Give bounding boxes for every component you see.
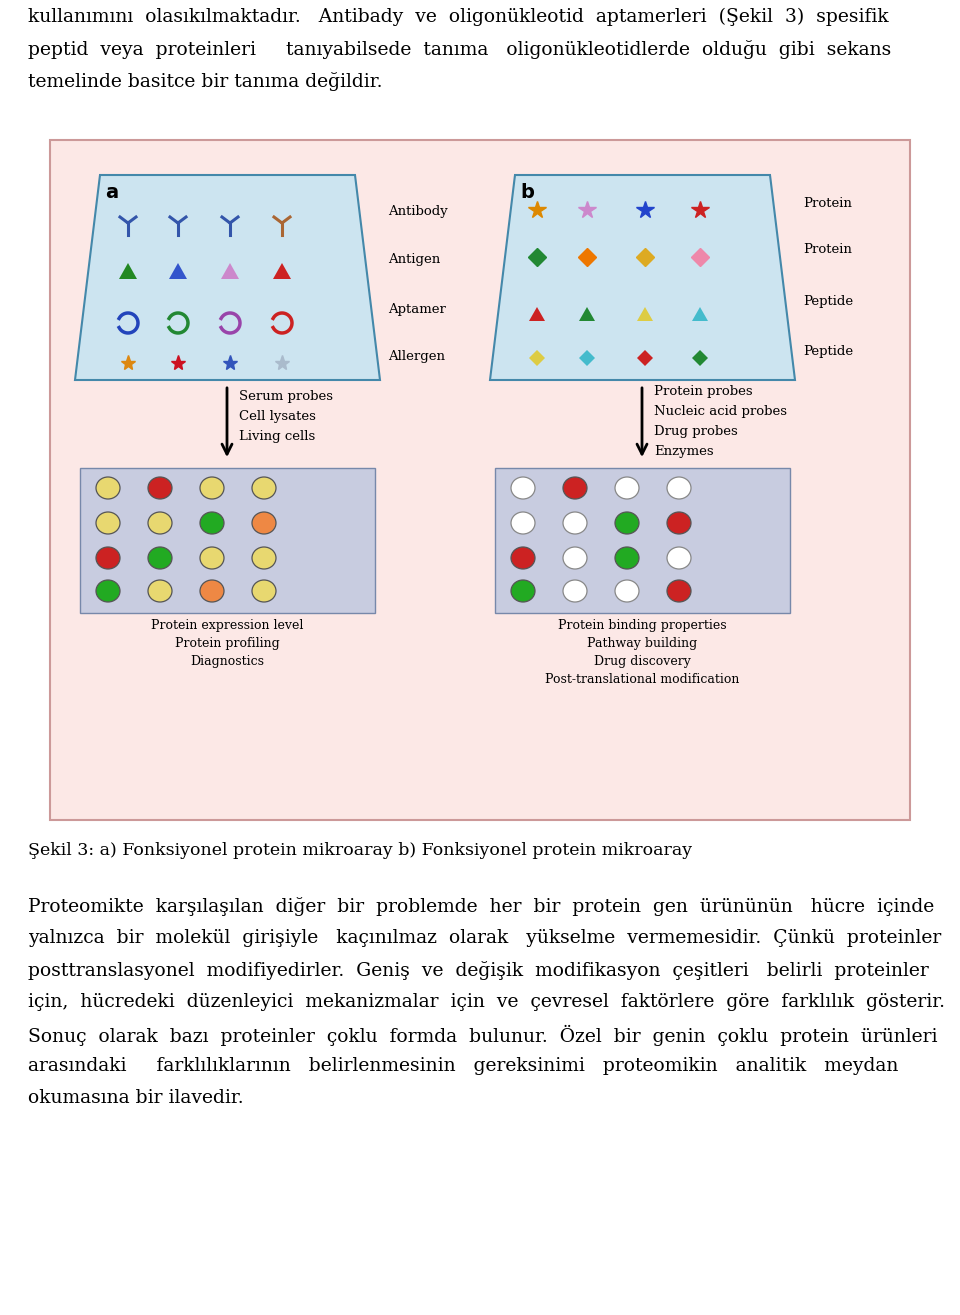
Ellipse shape — [252, 580, 276, 602]
Ellipse shape — [200, 547, 224, 569]
Ellipse shape — [252, 477, 276, 498]
Text: Şekil 3: a) Fonksiyonel protein mikroaray b) Fonksiyonel protein mikroaray: Şekil 3: a) Fonksiyonel protein mikroara… — [28, 842, 692, 859]
Polygon shape — [529, 306, 545, 321]
Bar — [495, 468, 790, 613]
Ellipse shape — [667, 477, 691, 498]
Polygon shape — [273, 263, 291, 279]
Text: Protein expression level: Protein expression level — [151, 619, 303, 633]
Text: kullanımını  olasıkılmaktadır.   Antibady  ve  oligonükleotid  aptamerleri  (Şek: kullanımını olasıkılmaktadır. Antibady v… — [28, 8, 889, 26]
Ellipse shape — [148, 547, 172, 569]
Ellipse shape — [148, 512, 172, 534]
Ellipse shape — [511, 512, 535, 534]
Text: Living cells: Living cells — [239, 430, 315, 443]
Ellipse shape — [563, 547, 587, 569]
Bar — [50, 139, 910, 821]
Polygon shape — [637, 350, 653, 366]
Bar — [80, 468, 375, 613]
Polygon shape — [579, 306, 595, 321]
Ellipse shape — [511, 547, 535, 569]
Text: Cell lysates: Cell lysates — [239, 410, 316, 423]
Text: Peptide: Peptide — [803, 295, 853, 308]
Text: Protein binding properties: Protein binding properties — [558, 619, 727, 633]
Text: arasındaki     farklılıklarının   belirlenmesinin   gereksinimi   proteomikin   : arasındaki farklılıklarının belirlenmesi… — [28, 1057, 899, 1074]
Text: Antibody: Antibody — [388, 205, 447, 218]
Ellipse shape — [252, 547, 276, 569]
Text: Drug probes: Drug probes — [654, 425, 737, 438]
Text: Serum probes: Serum probes — [239, 391, 333, 402]
Ellipse shape — [667, 512, 691, 534]
Ellipse shape — [563, 580, 587, 602]
Ellipse shape — [667, 580, 691, 602]
Text: Nucleic acid probes: Nucleic acid probes — [654, 405, 787, 418]
Ellipse shape — [615, 477, 639, 498]
Text: Protein profiling: Protein profiling — [175, 636, 279, 650]
Ellipse shape — [96, 547, 120, 569]
Ellipse shape — [148, 477, 172, 498]
Polygon shape — [75, 175, 380, 380]
Ellipse shape — [200, 477, 224, 498]
Polygon shape — [692, 350, 708, 366]
Polygon shape — [579, 350, 595, 366]
Text: b: b — [520, 183, 534, 203]
Text: Peptide: Peptide — [803, 345, 853, 358]
Ellipse shape — [615, 580, 639, 602]
Text: Sonuç  olarak  bazı  proteinler  çoklu  formda  bulunur.  Özel  bir  genin  çokl: Sonuç olarak bazı proteinler çoklu formd… — [28, 1024, 938, 1047]
Ellipse shape — [615, 512, 639, 534]
Text: Post-translational modification: Post-translational modification — [545, 673, 739, 686]
Ellipse shape — [96, 580, 120, 602]
Text: Antigen: Antigen — [388, 252, 441, 266]
Text: Aptamer: Aptamer — [388, 302, 445, 316]
Text: Allergen: Allergen — [388, 350, 445, 363]
Ellipse shape — [511, 580, 535, 602]
Text: Proteomikte  karşılaşılan  diğer  bir  problemde  her  bir  protein  gen  ürünün: Proteomikte karşılaşılan diğer bir probl… — [28, 897, 934, 917]
Text: için,  hücredeki  düzenleyici  mekanizmalar  için  ve  çevresel  faktörlere  gör: için, hücredeki düzenleyici mekanizmalar… — [28, 993, 945, 1011]
Text: Diagnostics: Diagnostics — [190, 655, 264, 668]
Polygon shape — [490, 175, 795, 380]
Text: Protein: Protein — [803, 243, 852, 256]
Ellipse shape — [200, 512, 224, 534]
Text: okumasına bir ilavedir.: okumasına bir ilavedir. — [28, 1089, 244, 1107]
Polygon shape — [637, 306, 653, 321]
Text: yalnızca  bir  molekül  girişiyle   kaçınılmaz  olarak   yükselme  vermemesidir.: yalnızca bir molekül girişiyle kaçınılma… — [28, 928, 941, 947]
Ellipse shape — [667, 547, 691, 569]
Ellipse shape — [148, 580, 172, 602]
Polygon shape — [221, 263, 239, 279]
Text: Drug discovery: Drug discovery — [593, 655, 690, 668]
Ellipse shape — [200, 580, 224, 602]
Text: Protein: Protein — [803, 197, 852, 210]
Ellipse shape — [563, 512, 587, 534]
Polygon shape — [169, 263, 187, 279]
Polygon shape — [692, 306, 708, 321]
Ellipse shape — [96, 512, 120, 534]
Text: temelinde basitce bir tanıma değildir.: temelinde basitce bir tanıma değildir. — [28, 72, 382, 91]
Ellipse shape — [563, 477, 587, 498]
Text: a: a — [105, 183, 118, 203]
Text: Pathway building: Pathway building — [587, 636, 697, 650]
Text: posttranslasyonel  modifiyedirler.  Geniş  ve  değişik  modifikasyon  çeşitleri : posttranslasyonel modifiyedirler. Geniş … — [28, 961, 928, 980]
Ellipse shape — [511, 477, 535, 498]
Text: Protein probes: Protein probes — [654, 385, 753, 398]
Polygon shape — [119, 263, 137, 279]
Ellipse shape — [96, 477, 120, 498]
Text: Enzymes: Enzymes — [654, 444, 713, 458]
Polygon shape — [529, 350, 545, 366]
Text: peptid  veya  proteinleri     tanıyabilsede  tanıma   oligonükleotidlerde  olduğ: peptid veya proteinleri tanıyabilsede ta… — [28, 39, 891, 59]
Ellipse shape — [252, 512, 276, 534]
Ellipse shape — [615, 547, 639, 569]
